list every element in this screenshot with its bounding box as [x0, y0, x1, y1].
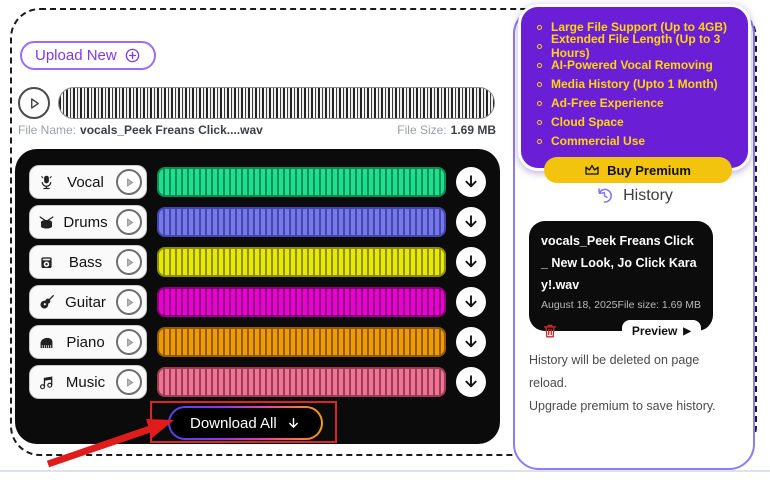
crown-icon: [585, 164, 599, 175]
history-title: History: [623, 186, 673, 204]
guitar-waveform: [157, 287, 446, 317]
stem-label: Drums: [63, 213, 108, 231]
music-play-button[interactable]: [116, 369, 142, 395]
stem-row-bass: Bass: [29, 245, 486, 279]
guitar-download-button[interactable]: [456, 287, 486, 317]
stem-row-drums: Drums: [29, 205, 486, 239]
microphone-icon: [38, 174, 55, 191]
stems-panel: Vocal Drums Bass: [15, 149, 500, 444]
premium-feature: Commercial Use: [537, 132, 738, 150]
stem-row-vocal: Vocal: [29, 165, 486, 199]
stem-label: Vocal: [67, 173, 104, 191]
bottom-divider: [0, 470, 770, 472]
premium-feature: Large File Support (Up to 4GB): [537, 18, 738, 36]
play-icon: [30, 97, 39, 109]
premium-feature: Ad-Free Experience: [537, 94, 738, 112]
piano-icon: [38, 334, 55, 351]
file-info-row: File Name: vocals_Peek Freans Click....wa…: [18, 123, 496, 137]
premium-box: Large File Support (Up to 4GB) Extended …: [518, 4, 751, 183]
stem-row-guitar: Guitar: [29, 285, 486, 319]
preview-button[interactable]: Preview ▶: [621, 319, 701, 343]
bass-download-button[interactable]: [456, 247, 486, 277]
history-icon: [598, 188, 613, 203]
vocal-play-button[interactable]: [116, 169, 142, 195]
history-card: vocals_Peek Freans Click _ New Look, Jo …: [529, 221, 713, 343]
history-meta: August 18, 2025 File size: 1.69 MB: [541, 299, 701, 311]
drums-icon: [38, 214, 55, 231]
stem-row-music: Music: [29, 365, 486, 399]
music-note-icon: [38, 374, 55, 391]
annotation-red-box: [150, 401, 337, 443]
play-glyph-icon: ▶: [683, 325, 691, 337]
premium-feature: Cloud Space: [537, 113, 738, 131]
premium-feature: Extended File Length (Up to 3 Hours): [537, 32, 738, 60]
download-all-button[interactable]: Download All: [168, 406, 323, 440]
bullet-icon: [537, 62, 542, 68]
download-icon: [288, 417, 298, 428]
vocal-waveform: [157, 167, 446, 197]
main-waveform[interactable]: [58, 87, 495, 119]
premium-feature: AI-Powered Vocal Removing: [537, 56, 738, 74]
music-waveform: [157, 367, 446, 397]
history-header: History: [513, 186, 755, 205]
bullet-icon: [537, 43, 542, 49]
dashed-border-frame: [10, 8, 757, 456]
guitar-play-button[interactable]: [116, 289, 142, 315]
history-file-name: vocals_Peek Freans Click _ New Look, Jo …: [541, 234, 697, 292]
stem-label: Bass: [68, 253, 103, 271]
bass-waveform: [157, 247, 446, 277]
main-play-button[interactable]: [18, 87, 50, 119]
upload-new-label: Upload New: [35, 47, 117, 64]
piano-play-button[interactable]: [116, 329, 142, 355]
upload-new-button[interactable]: Upload New: [20, 41, 156, 70]
premium-feature: Media History (Upto 1 Month): [537, 75, 738, 93]
piano-download-button[interactable]: [456, 327, 486, 357]
delete-history-button[interactable]: [541, 322, 559, 340]
bullet-icon: [537, 138, 542, 144]
stem-label: Piano: [66, 333, 105, 351]
amp-icon: [38, 254, 55, 271]
file-size: File Size: 1.69 MB: [397, 123, 496, 137]
drums-play-button[interactable]: [116, 209, 142, 235]
history-note: History will be deleted on page reload. …: [529, 353, 716, 413]
music-download-button[interactable]: [456, 367, 486, 397]
piano-waveform: [157, 327, 446, 357]
download-all-label: Download All: [190, 414, 277, 432]
stem-label: Music: [65, 373, 106, 391]
guitar-icon: [38, 294, 55, 311]
plus-circle-icon: [124, 47, 141, 64]
history-size: File size: 1.69 MB: [617, 298, 701, 311]
buy-premium-button[interactable]: Buy Premium: [543, 157, 732, 183]
drums-waveform: [157, 207, 446, 237]
stem-pill-music: Music: [29, 365, 147, 399]
trash-icon: [543, 324, 557, 338]
stem-label: Guitar: [65, 293, 106, 311]
file-name: File Name: vocals_Peek Freans Click....wa…: [18, 123, 263, 137]
bullet-icon: [537, 119, 542, 125]
bullet-icon: [537, 24, 542, 30]
stem-pill-drums: Drums: [29, 205, 147, 239]
vocal-download-button[interactable]: [456, 167, 486, 197]
stem-pill-bass: Bass: [29, 245, 147, 279]
stem-pill-guitar: Guitar: [29, 285, 147, 319]
bass-play-button[interactable]: [116, 249, 142, 275]
stem-pill-piano: Piano: [29, 325, 147, 359]
stem-pill-vocal: Vocal: [29, 165, 147, 199]
bullet-icon: [537, 100, 542, 106]
bullet-icon: [537, 81, 542, 87]
stem-row-piano: Piano: [29, 325, 486, 359]
drums-download-button[interactable]: [456, 207, 486, 237]
buy-premium-label: Buy Premium: [607, 162, 691, 178]
history-date: August 18, 2025: [541, 298, 618, 311]
